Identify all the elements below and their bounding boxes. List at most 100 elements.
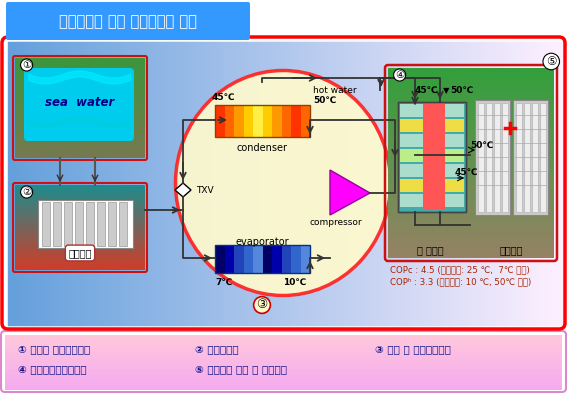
Bar xyxy=(15,140,145,141)
Bar xyxy=(15,62,145,63)
Bar xyxy=(15,232,145,233)
Bar xyxy=(15,122,145,123)
Bar xyxy=(388,209,554,210)
Bar xyxy=(388,104,554,105)
Bar xyxy=(15,248,145,249)
Bar xyxy=(15,105,145,106)
Bar xyxy=(388,189,554,190)
Bar xyxy=(15,222,145,223)
Text: ①: ① xyxy=(22,60,31,70)
Bar xyxy=(388,95,554,96)
Bar xyxy=(15,157,145,158)
Bar xyxy=(388,243,554,244)
Bar xyxy=(388,128,554,129)
Bar xyxy=(423,104,445,210)
Bar xyxy=(388,72,554,73)
Bar xyxy=(15,79,145,80)
Bar xyxy=(15,115,145,116)
Bar xyxy=(15,185,145,186)
Bar xyxy=(15,260,145,261)
Bar xyxy=(263,245,272,273)
Bar xyxy=(5,355,562,356)
Bar xyxy=(15,228,145,229)
Bar xyxy=(15,135,145,136)
Bar xyxy=(388,220,554,221)
Ellipse shape xyxy=(176,70,391,296)
Bar xyxy=(15,208,145,209)
Text: 50℃: 50℃ xyxy=(470,141,493,150)
Bar xyxy=(15,266,145,267)
Bar xyxy=(388,222,554,223)
Bar xyxy=(15,188,145,189)
Bar xyxy=(388,173,554,174)
Bar xyxy=(388,110,554,111)
Bar xyxy=(5,369,562,370)
Bar xyxy=(388,130,554,131)
Bar xyxy=(215,245,225,273)
Text: hot water: hot water xyxy=(313,86,357,95)
Bar xyxy=(5,383,562,384)
Bar xyxy=(5,354,562,355)
Bar xyxy=(15,219,145,220)
Bar xyxy=(5,365,562,366)
Bar xyxy=(253,105,263,137)
Bar xyxy=(388,255,554,256)
Bar xyxy=(5,358,562,359)
Bar xyxy=(234,245,243,273)
Bar xyxy=(15,224,145,225)
Bar xyxy=(388,77,554,78)
Bar xyxy=(5,351,562,352)
Bar xyxy=(15,82,145,83)
Bar xyxy=(388,138,554,139)
Bar xyxy=(398,102,466,212)
Bar xyxy=(5,366,562,367)
Bar xyxy=(15,154,145,155)
Bar xyxy=(388,164,554,165)
Bar xyxy=(400,179,464,192)
Bar xyxy=(15,234,145,235)
Bar xyxy=(388,106,554,107)
Bar xyxy=(15,217,145,218)
Bar xyxy=(388,83,554,84)
Bar xyxy=(388,119,554,120)
Bar xyxy=(388,186,554,187)
Bar xyxy=(388,117,554,118)
Bar xyxy=(15,95,145,96)
Bar xyxy=(15,190,145,191)
Bar xyxy=(119,202,127,246)
Bar xyxy=(243,245,253,273)
Bar xyxy=(5,380,562,381)
Bar xyxy=(388,256,554,257)
Bar xyxy=(388,181,554,182)
Bar xyxy=(388,216,554,217)
Bar xyxy=(15,142,145,143)
Bar xyxy=(15,67,145,68)
Text: 해수온도차 이용 지역냉난방 기술: 해수온도차 이용 지역냉난방 기술 xyxy=(59,15,197,29)
Bar xyxy=(15,240,145,241)
Bar xyxy=(15,210,145,211)
Bar xyxy=(15,106,145,107)
Bar xyxy=(388,166,554,167)
Bar xyxy=(15,110,145,111)
Bar xyxy=(388,107,554,108)
Bar xyxy=(15,144,145,145)
Bar xyxy=(524,103,530,212)
Bar xyxy=(388,155,554,156)
Text: sea  water: sea water xyxy=(45,97,115,110)
Bar xyxy=(388,198,554,199)
Bar xyxy=(388,254,554,255)
Bar xyxy=(15,203,145,204)
Bar xyxy=(38,200,133,248)
Bar xyxy=(15,152,145,153)
Bar xyxy=(388,158,554,159)
Bar xyxy=(15,141,145,142)
Text: ▼: ▼ xyxy=(443,86,450,95)
Bar xyxy=(388,226,554,227)
Bar xyxy=(53,202,61,246)
Bar xyxy=(388,134,554,135)
Bar xyxy=(388,227,554,228)
Bar xyxy=(478,103,484,212)
Bar xyxy=(388,112,554,113)
Bar xyxy=(5,364,562,365)
Bar xyxy=(5,350,562,351)
